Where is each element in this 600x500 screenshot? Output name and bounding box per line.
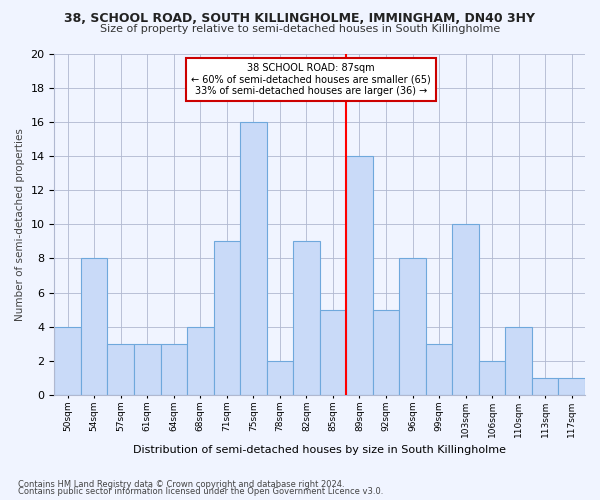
Bar — [320, 310, 346, 394]
Bar — [426, 344, 452, 394]
Bar — [452, 224, 479, 394]
Bar — [187, 326, 214, 394]
Text: Contains HM Land Registry data © Crown copyright and database right 2024.: Contains HM Land Registry data © Crown c… — [18, 480, 344, 489]
Y-axis label: Number of semi-detached properties: Number of semi-detached properties — [15, 128, 25, 321]
Bar — [240, 122, 266, 394]
Bar — [399, 258, 426, 394]
Bar — [505, 326, 532, 394]
Bar — [346, 156, 373, 394]
Bar — [55, 326, 81, 394]
Text: Size of property relative to semi-detached houses in South Killingholme: Size of property relative to semi-detach… — [100, 24, 500, 34]
Bar — [559, 378, 585, 394]
Bar — [479, 360, 505, 394]
X-axis label: Distribution of semi-detached houses by size in South Killingholme: Distribution of semi-detached houses by … — [133, 445, 506, 455]
Bar — [214, 242, 240, 394]
Bar — [81, 258, 107, 394]
Text: 38, SCHOOL ROAD, SOUTH KILLINGHOLME, IMMINGHAM, DN40 3HY: 38, SCHOOL ROAD, SOUTH KILLINGHOLME, IMM… — [65, 12, 536, 26]
Text: Contains public sector information licensed under the Open Government Licence v3: Contains public sector information licen… — [18, 487, 383, 496]
Bar — [134, 344, 161, 394]
Bar — [373, 310, 399, 394]
Bar — [532, 378, 559, 394]
Bar — [107, 344, 134, 394]
Bar — [266, 360, 293, 394]
Bar — [161, 344, 187, 394]
Text: 38 SCHOOL ROAD: 87sqm
← 60% of semi-detached houses are smaller (65)
33% of semi: 38 SCHOOL ROAD: 87sqm ← 60% of semi-deta… — [191, 62, 431, 96]
Bar — [293, 242, 320, 394]
